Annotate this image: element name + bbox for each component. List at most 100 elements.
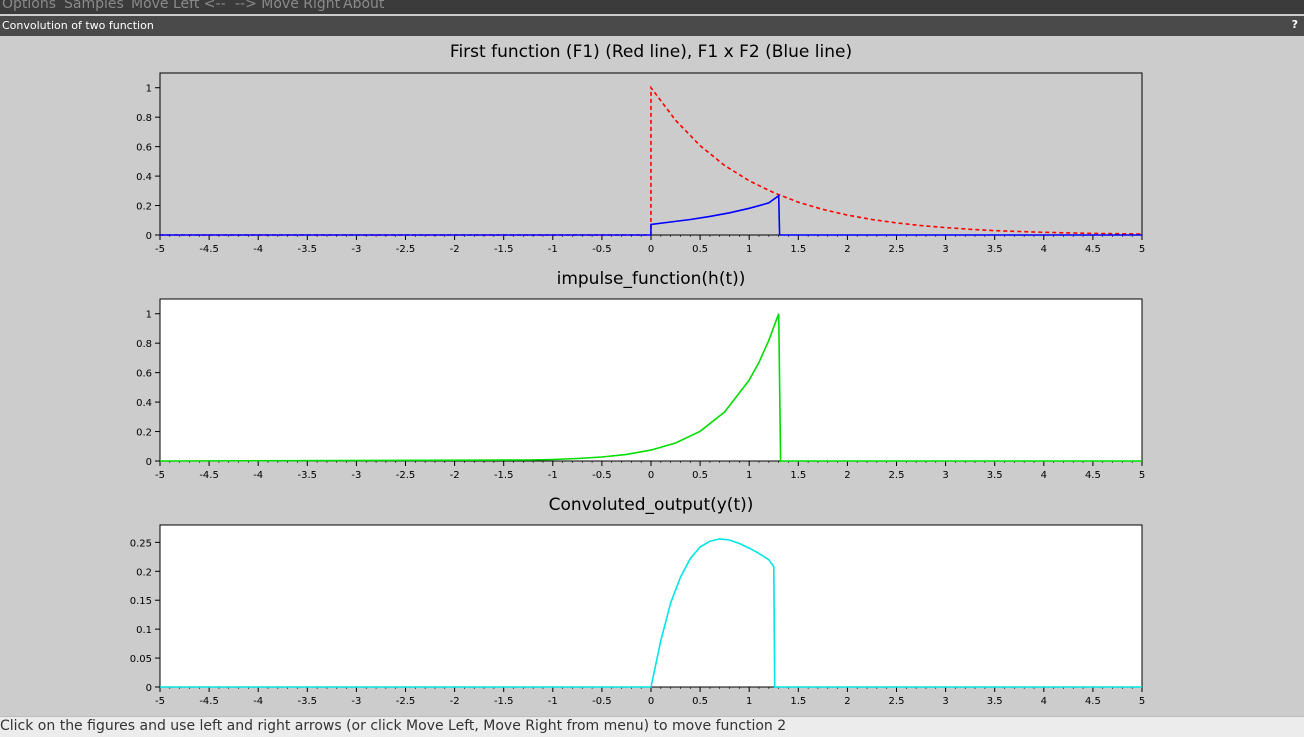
chart-1-xtick-label: -2.5 [396,470,416,481]
chart-2-xtick-label: -2 [450,696,460,707]
chart-0-ytick-label: 1 [146,84,152,95]
chart-2-xtick-label: 4.5 [1085,696,1101,707]
chart-1-ytick-label: 0.4 [136,398,152,409]
chart-2-xtick-label: -0.5 [592,696,612,707]
chart-1-xtick-label: -5 [155,470,165,481]
chart-2-xtick-label: -5 [155,696,165,707]
menu-move-right[interactable]: --> Move Right [235,0,341,12]
chart-0-title: First function (F1) (Red line), F1 x F2 … [450,42,852,62]
chart-2-xtick-label: -4 [253,696,263,707]
figure-area[interactable]: First function (F1) (Red line), F1 x F2 … [0,36,1304,716]
chart-0-xtick-label: -4.5 [199,244,219,255]
chart-0-plot-area [159,72,1143,236]
chart-0-ytick-label: 0.8 [136,113,152,124]
chart-0-xtick-label: -4 [253,244,263,255]
chart-0-xtick-label: 3 [942,244,948,255]
chart-1-ytick-label: 0.2 [136,428,152,439]
chart-1-title: impulse_function(h(t)) [557,269,746,289]
chart-2-plot-area [159,524,1143,688]
chart-1-xtick-label: 4 [1041,470,1047,481]
chart-0-xtick-label: -5 [155,244,165,255]
chart-2-xtick-label: 2 [844,696,850,707]
chart-0-xtick-label: 2 [844,244,850,255]
chart-1-xtick-label: -3.5 [298,470,318,481]
chart-2-xtick-label: -4.5 [199,696,219,707]
window-title: Convolution of two function [2,19,154,32]
chart-1-xtick-label: -3 [351,470,361,481]
menu-bar: Options Samples Move Left <-- --> Move R… [0,0,1304,14]
chart-2-xtick-label: 5 [1139,696,1145,707]
chart-0-series-1-line [160,194,1142,236]
chart-0-xtick-label: 1 [746,244,752,255]
chart-2-ytick-label: 0.2 [136,567,152,578]
chart-2-xtick-label: -1 [548,696,558,707]
chart-2-series-0-line [160,538,1142,688]
chart-0-xtick-label: -1 [548,244,558,255]
chart-2-xtick-label: -3.5 [298,696,318,707]
chart-1-xtick-label: 1 [746,470,752,481]
chart-1-xtick-label: 1.5 [790,470,806,481]
chart-0-xtick-label: 0 [648,244,654,255]
figure-canvas[interactable]: First function (F1) (Red line), F1 x F2 … [0,36,1304,716]
chart-0-xtick-label: -3.5 [298,244,318,255]
chart-0-xtick-label: 5 [1139,244,1145,255]
chart-1-plot-area [159,298,1143,462]
chart-1-xtick-label: -4 [253,470,263,481]
menu-move-left[interactable]: Move Left <-- [131,0,226,12]
chart-0-ytick-label: 0.4 [136,172,152,183]
chart-1-xtick-label: -4.5 [199,470,219,481]
chart-0-xtick-label: 0.5 [692,244,708,255]
window-title-bar: Convolution of two function ? [0,16,1304,36]
chart-1-ytick-label: 0 [146,457,152,468]
chart-2-xtick-label: -1.5 [494,696,514,707]
chart-1-xtick-label: -1.5 [494,470,514,481]
status-bar: Click on the figures and use left and ri… [0,716,1304,737]
chart-1-ytick-label: 0.6 [136,369,152,380]
chart-0-xtick-label: -3 [351,244,361,255]
chart-0-xtick-label: 2.5 [889,244,905,255]
chart-1-xtick-label: 2.5 [889,470,905,481]
help-icon[interactable]: ? [1291,18,1298,31]
menu-about[interactable]: About [343,0,385,12]
chart-2-ytick-label: 0.1 [136,625,152,636]
chart-0-xtick-label: 1.5 [790,244,806,255]
chart-0-ytick-label: 0.6 [136,143,152,154]
chart-0-ytick-label: 0 [146,231,152,242]
chart-2-ytick-label: 0.05 [130,654,152,665]
chart-1-ytick-label: 0.8 [136,339,152,350]
chart-1-ytick-label: 1 [146,310,152,321]
chart-1-xtick-label: 2 [844,470,850,481]
menu-options[interactable]: Options [2,0,57,12]
chart-2-ytick-label: 0.25 [130,538,152,549]
chart-2-xtick-label: -3 [351,696,361,707]
chart-2-ytick-label: 0.15 [130,596,152,607]
chart-0-xtick-label: -1.5 [494,244,514,255]
chart-2-xtick-label: 0 [648,696,654,707]
chart-1-xtick-label: 4.5 [1085,470,1101,481]
menu-samples[interactable]: Samples [64,0,124,12]
chart-1-xtick-label: 3 [942,470,948,481]
chart-1-xtick-label: 5 [1139,470,1145,481]
chart-0-xtick-label: 3.5 [987,244,1003,255]
chart-2-xtick-label: 4 [1041,696,1047,707]
chart-1-xtick-label: 3.5 [987,470,1003,481]
chart-1-xtick-label: 0 [648,470,654,481]
chart-2-title: Convoluted_output(y(t)) [549,495,754,515]
chart-2-xtick-label: 3.5 [987,696,1003,707]
chart-1-xtick-label: 0.5 [692,470,708,481]
chart-2-xtick-label: 3 [942,696,948,707]
chart-0-xtick-label: -2.5 [396,244,416,255]
chart-0-xtick-label: 4.5 [1085,244,1101,255]
chart-0-series-0-line [160,85,1143,236]
chart-0-xtick-label: -2 [450,244,460,255]
chart-2-xtick-label: 0.5 [692,696,708,707]
chart-1-xtick-label: -1 [548,470,558,481]
chart-2-xtick-label: 2.5 [889,696,905,707]
status-text: Click on the figures and use left and ri… [0,718,787,734]
chart-2-xtick-label: -2.5 [396,696,416,707]
chart-0-ytick-label: 0.2 [136,202,152,213]
chart-2-xtick-label: 1 [746,696,752,707]
chart-0-xtick-label: 4 [1041,244,1047,255]
chart-1-xtick-label: -0.5 [592,470,612,481]
chart-1-series-0-line [159,313,1142,462]
